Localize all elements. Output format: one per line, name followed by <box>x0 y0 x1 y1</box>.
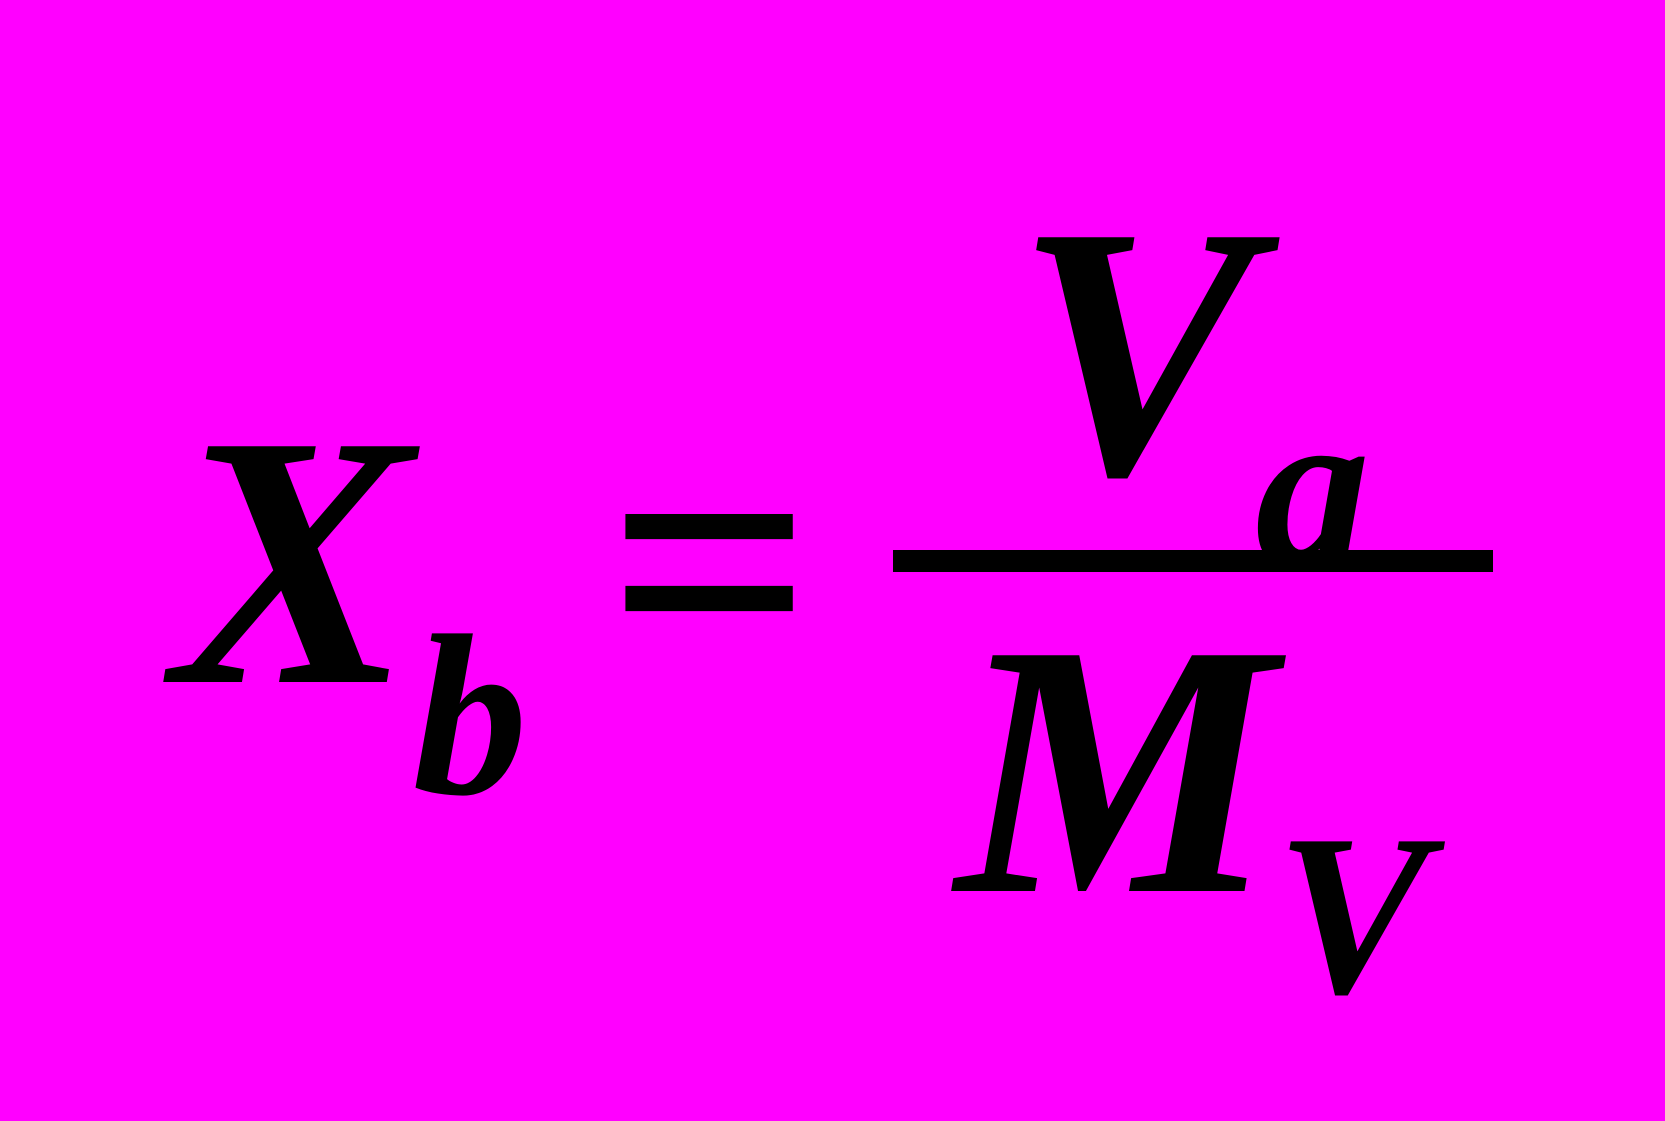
lhs-base: X <box>172 381 412 741</box>
denominator: M V <box>954 590 1431 950</box>
denominator-sub: V <box>1276 800 1429 1030</box>
equation: X b = V a M V <box>172 172 1492 950</box>
numerator-base: V <box>1015 172 1255 532</box>
equals-sign: = <box>607 381 812 741</box>
lhs-sub: b <box>412 601 527 831</box>
rhs-fraction: V a M V <box>893 172 1493 950</box>
numerator-sub: a <box>1255 372 1370 602</box>
lhs-term: X b <box>172 381 527 741</box>
fraction-bar <box>893 550 1493 572</box>
numerator: V a <box>1013 172 1371 532</box>
denominator-base: M <box>956 590 1276 950</box>
